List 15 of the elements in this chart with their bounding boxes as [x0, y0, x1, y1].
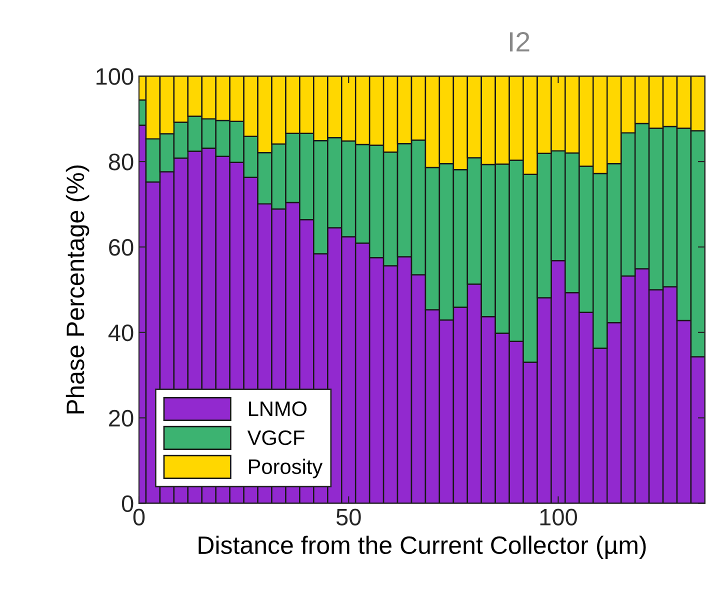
y-tick-label: 40: [108, 324, 134, 342]
legend-label: LNMO: [249, 401, 307, 416]
x-tick-label: 0: [133, 508, 145, 526]
y-tick-label: 20: [109, 410, 134, 427]
x-tick-label: 100: [540, 508, 578, 526]
legend-label: VGCF: [247, 430, 304, 446]
y-tick-label: 0: [122, 495, 134, 512]
y-tick-label: 100: [96, 68, 134, 85]
x-tick-label: 50: [336, 508, 361, 526]
y-tick-label: 60: [109, 239, 134, 256]
y-axis-title: Phase Percentage (%): [66, 165, 90, 414]
text: I2: [510, 32, 530, 52]
y-tick-label: 80: [108, 154, 134, 170]
legend-label: Porosity: [249, 458, 323, 478]
x-axis-title: Distance from the Current Collector (µm): [198, 536, 646, 559]
